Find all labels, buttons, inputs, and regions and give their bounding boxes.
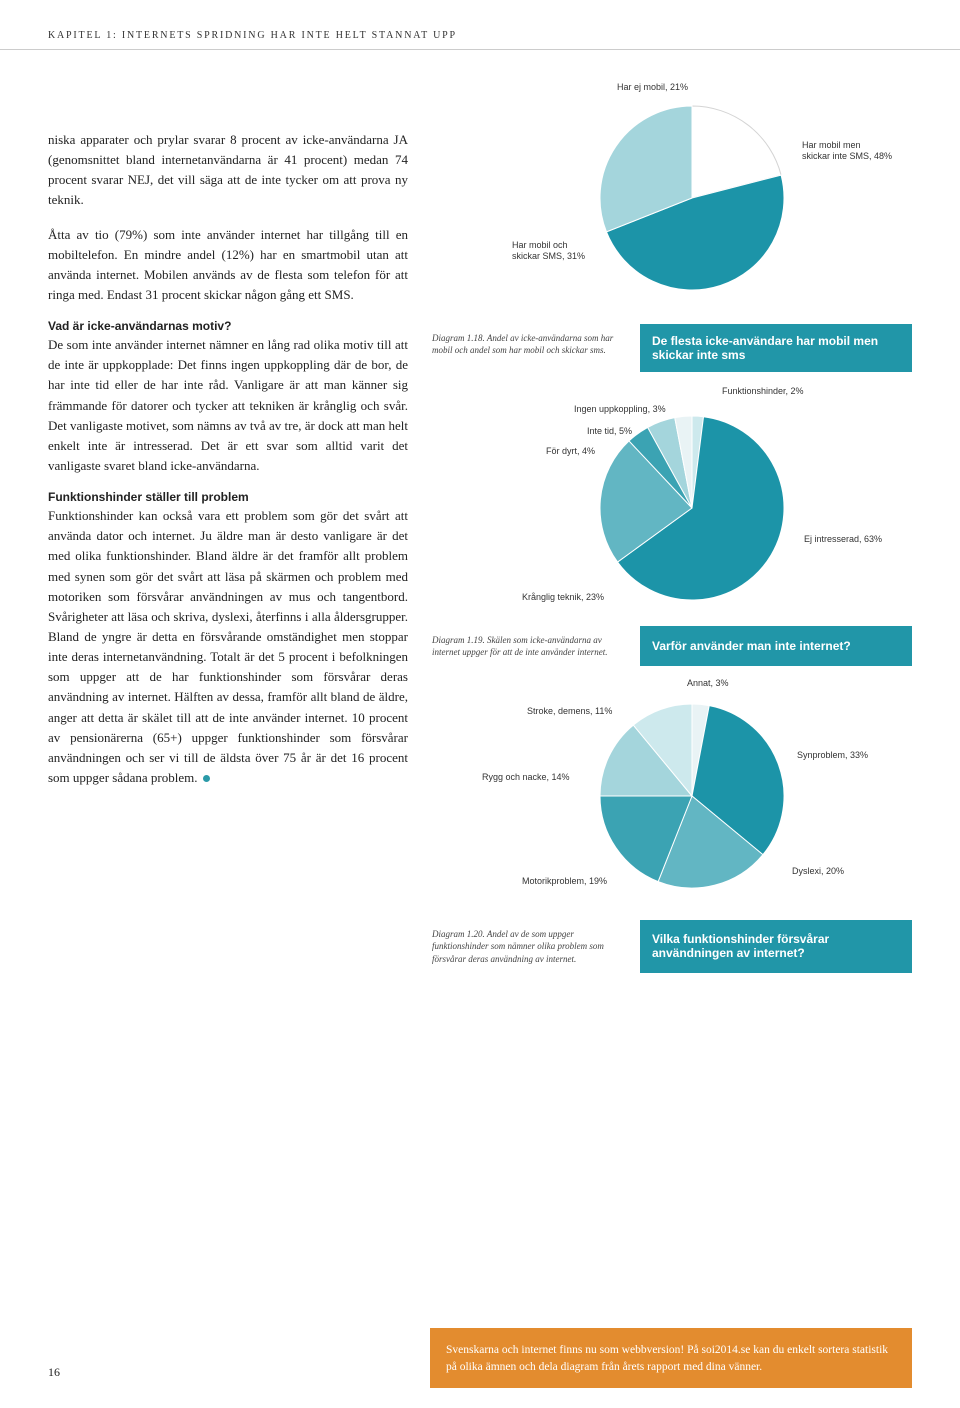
chart-3-caption: Diagram 1.20. Andel av de som uppger fun…: [432, 920, 640, 972]
chapter-header: kapitel 1: internets spridning har inte …: [0, 0, 960, 50]
pie-slice-label: Ej intresserad, 63%: [804, 534, 882, 545]
chart-1-caption-row: Diagram 1.18. Andel av icke-användarna s…: [432, 324, 912, 372]
chart-3-title: Vilka funktionshinder försvårar användni…: [640, 920, 912, 972]
pie-slice-label: För dyrt, 4%: [546, 446, 595, 457]
right-column: Har ej mobil, 21% Har mobil menskickar in…: [432, 80, 912, 983]
pie-slice-label: Har mobil menskickar inte SMS, 48%: [802, 140, 892, 162]
chart-2-title: Varför använder man inte internet?: [640, 626, 912, 666]
chart-1-area: Har ej mobil, 21% Har mobil menskickar in…: [432, 80, 912, 320]
chart-3-area: Annat, 3% Stroke, demens, 11% Synproblem, …: [432, 676, 912, 916]
subhead-2: Funktionshinder ställer till problem: [48, 490, 408, 504]
pie-slice-label: Rygg och nacke, 14%: [482, 772, 570, 783]
chart-3-caption-row: Diagram 1.20. Andel av de som uppger fun…: [432, 920, 912, 972]
pie-slice-label: Stroke, demens, 11%: [527, 706, 612, 717]
pie-slice-label: Synproblem, 33%: [797, 750, 868, 761]
chart-1-title: De flesta icke-användare har mobil men s…: [640, 324, 912, 372]
chart-1-caption: Diagram 1.18. Andel av icke-användarna s…: [432, 324, 640, 372]
pie-slice-label: Dyslexi, 20%: [792, 866, 844, 877]
page-number: 16: [48, 1365, 60, 1380]
chart-3-block: Annat, 3% Stroke, demens, 11% Synproblem, …: [432, 676, 912, 972]
para1: niska apparater och prylar svarar 8 proc…: [48, 130, 408, 211]
chart-2-block: Funktionshinder, 2% Ingen uppkoppling, 3%…: [432, 382, 912, 666]
pie-slice-label: Funktionshinder, 2%: [722, 386, 804, 397]
pie-slice-label: Inte tid, 5%: [587, 426, 632, 437]
pie-slice-label: Ingen uppkoppling, 3%: [574, 404, 666, 415]
para3: De som inte använder internet nämner en …: [48, 335, 408, 476]
para4: Funktionshinder kan också vara ett probl…: [48, 506, 408, 788]
footer-banner: Svenskarna och internet finns nu som web…: [430, 1328, 912, 1389]
pie-slice-label: Har ej mobil, 21%: [617, 82, 688, 93]
subhead-1: Vad är icke-användarnas motiv?: [48, 319, 408, 333]
end-dot-icon: [203, 775, 210, 782]
chart-2-area: Funktionshinder, 2% Ingen uppkoppling, 3%…: [432, 382, 912, 622]
para2-text: Åtta av tio (79%) som inte använder inte…: [48, 227, 408, 302]
para4-text: Funktionshinder kan också vara ett probl…: [48, 508, 408, 785]
pie-slice-label: Har mobil ochskickar SMS, 31%: [512, 240, 585, 262]
chart-1-block: Har ej mobil, 21% Har mobil menskickar in…: [432, 80, 912, 372]
left-column: niska apparater och prylar svarar 8 proc…: [48, 80, 408, 983]
pie-slice-label: Annat, 3%: [687, 678, 729, 689]
chart-2-caption: Diagram 1.19. Skälen som icke-användarna…: [432, 626, 640, 666]
pie-slice-label: Motorikproblem, 19%: [522, 876, 607, 887]
main-area: niska apparater och prylar svarar 8 proc…: [0, 80, 960, 983]
para2: Åtta av tio (79%) som inte använder inte…: [48, 225, 408, 306]
chart-2-caption-row: Diagram 1.19. Skälen som icke-användarna…: [432, 626, 912, 666]
pie-slice-label: Krånglig teknik, 23%: [522, 592, 604, 603]
